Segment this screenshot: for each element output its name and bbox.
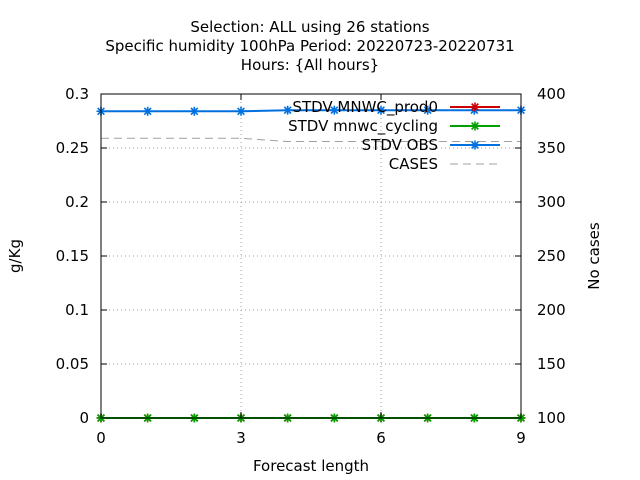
y-axis-label: g/Kg xyxy=(6,239,24,273)
y-tick-label: 0 xyxy=(79,409,89,427)
y2-tick-label: 100 xyxy=(537,409,566,427)
legend-marker xyxy=(470,140,480,150)
x-tick-label: 6 xyxy=(376,429,386,447)
grid-lines xyxy=(101,94,521,418)
y2-tick-label: 200 xyxy=(537,301,566,319)
legend-label: STDV mnwc_cycling xyxy=(288,117,438,136)
y-tick-label: 0.1 xyxy=(65,301,89,319)
y-tick-label: 0.15 xyxy=(56,247,89,265)
legend-label: STDV OBS xyxy=(362,136,438,154)
y-tick-label: 0.25 xyxy=(56,139,89,157)
y2-axis-label: No cases xyxy=(585,222,603,290)
plot-area xyxy=(96,105,526,423)
axis-ticks: 0 3 6 9 0 0.05 0.1 0.15 0.2 0.25 0.3 100 150 200 250 30… xyxy=(56,85,566,447)
title-line-2: Specific humidity 100hPa Period: 2022072… xyxy=(105,37,514,55)
x-tick-label: 9 xyxy=(516,429,526,447)
chart-title: Selection: ALL using 26 stationsSpecific… xyxy=(105,18,514,74)
y2-tick-label: 400 xyxy=(537,85,566,103)
y-tick-label: 0.05 xyxy=(56,355,89,373)
title-line-3: Hours: {All hours} xyxy=(241,56,379,74)
y-tick-label: 0.2 xyxy=(65,193,89,211)
y2-tick-label: 150 xyxy=(537,355,566,373)
data-point xyxy=(143,106,153,116)
y-tick-label: 0.3 xyxy=(65,85,89,103)
data-point xyxy=(423,105,433,115)
data-point xyxy=(283,105,293,115)
legend-label: CASES xyxy=(389,155,438,173)
y2-tick-label: 300 xyxy=(537,193,566,211)
x-axis-label: Forecast length xyxy=(253,457,369,475)
series-line-2 xyxy=(101,109,521,113)
title-line-1: Selection: ALL using 26 stations xyxy=(190,18,429,36)
x-tick-label: 0 xyxy=(96,429,106,447)
data-point xyxy=(189,106,199,116)
data-point xyxy=(236,106,246,116)
data-point xyxy=(376,105,386,115)
legend-marker xyxy=(470,121,480,131)
legend-label: STDV MNWC_prod0 xyxy=(292,98,438,117)
x-tick-label: 3 xyxy=(236,429,246,447)
legend-marker xyxy=(470,102,480,112)
data-point xyxy=(329,105,339,115)
y2-tick-label: 250 xyxy=(537,247,566,265)
series-line-3 xyxy=(101,137,521,143)
y2-tick-label: 350 xyxy=(537,139,566,157)
